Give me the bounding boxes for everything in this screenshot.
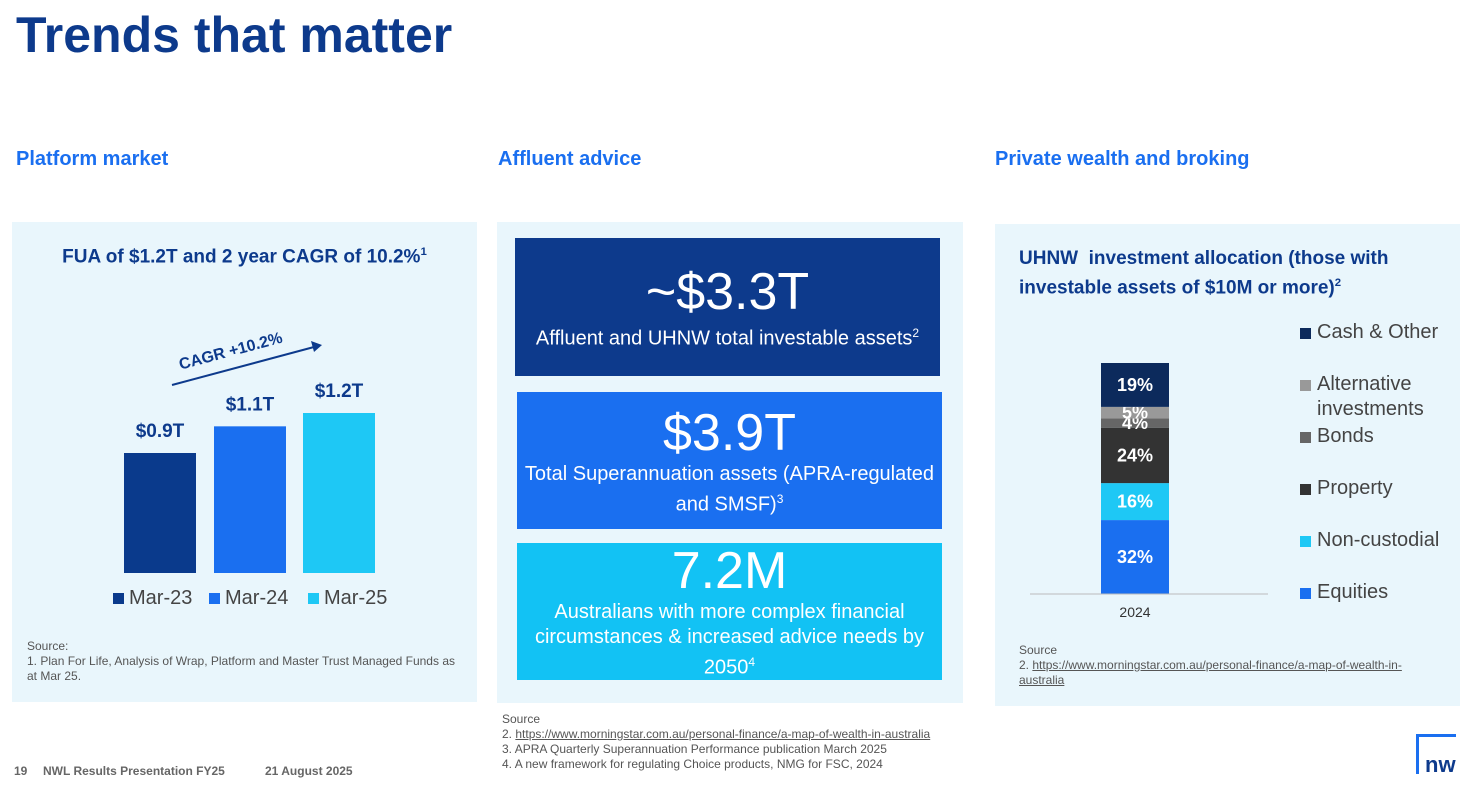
- bar-segment: [1101, 483, 1169, 521]
- logo-frame: [1416, 734, 1456, 774]
- data-label: 19%: [1117, 375, 1153, 395]
- legend-label: Property: [1317, 477, 1393, 499]
- legend-item: Non-custodial: [1300, 528, 1460, 553]
- data-label: 32%: [1117, 547, 1153, 567]
- footnote-ref: 2: [1334, 277, 1342, 289]
- footnote-ref: 4: [748, 655, 756, 670]
- source-num: 3.: [502, 742, 513, 756]
- stat-label: Australians with more complex financial …: [525, 600, 935, 681]
- arrow-head: [311, 341, 322, 352]
- source-label: Source: [502, 712, 541, 726]
- legend-swatch: [1300, 328, 1311, 339]
- section-heading: Private wealth and broking: [995, 148, 1250, 170]
- bar-segment: [1101, 363, 1169, 407]
- source-item: 2. https://www.morningstar.com.au/person…: [502, 727, 942, 742]
- legend-label: Mar-23: [129, 587, 192, 609]
- legend-item: Equities: [1300, 580, 1460, 605]
- legend-swatch: [1300, 432, 1311, 443]
- bar: [214, 426, 286, 573]
- stat-card: 7.2M Australians with more complex financ…: [517, 542, 942, 681]
- stat-card: $3.9T Total Superannuation assets (APRA-r…: [517, 392, 942, 529]
- source-item: 1. Plan For Life, Analysis of Wrap, Plat…: [27, 654, 457, 684]
- data-label: 16%: [1117, 492, 1153, 512]
- source-link[interactable]: https://www.morningstar.com.au/personal-…: [515, 727, 931, 741]
- legend-item: Property: [1300, 476, 1460, 501]
- bar-segment: [1101, 406, 1169, 419]
- footnote-ref: 2: [912, 325, 920, 340]
- stat-text: Affluent and UHNW total investable asset…: [535, 327, 913, 350]
- bar: [124, 453, 196, 573]
- legend-item: Alternative investments: [1300, 372, 1460, 422]
- stat-value: $3.9T: [663, 403, 796, 462]
- legend-swatch: [113, 593, 124, 604]
- source-num: 2.: [1019, 658, 1030, 672]
- stat-label: Affluent and UHNW total investable asset…: [523, 321, 933, 352]
- legend-swatch: [1300, 588, 1311, 599]
- chart-title: UHNW investment allocation (those with i…: [1019, 246, 1439, 300]
- bar-segment: [1101, 520, 1169, 594]
- stat-text: Australians with more complex financial …: [534, 601, 925, 679]
- bar: [303, 413, 375, 573]
- x-tick-label: 2024: [1119, 604, 1150, 620]
- source-link[interactable]: https://www.morningstar.com.au/personal-…: [1019, 658, 1402, 687]
- legend-label: Non-custodial: [1317, 529, 1440, 551]
- source-text: Plan For Life, Analysis of Wrap, Platfor…: [27, 654, 455, 683]
- data-label: 5%: [1122, 403, 1148, 423]
- stat-label: Total Superannuation assets (APRA-regula…: [525, 462, 935, 518]
- data-label: $1.1T: [226, 394, 275, 415]
- sources: Source 2. https://www.morningstar.com.au/…: [502, 712, 942, 772]
- source-num: 1.: [27, 654, 38, 668]
- title-text: UHNW investment allocation (those with i…: [1019, 248, 1394, 299]
- stat-value: ~$3.3T: [645, 262, 810, 321]
- chart-title: FUA of $1.2T and 2 year CAGR of 10.2%1: [12, 246, 477, 268]
- legend-label: Mar-25: [324, 587, 387, 609]
- source-item: 2. https://www.morningstar.com.au/person…: [1019, 658, 1419, 688]
- source-text: APRA Quarterly Superannuation Performanc…: [514, 742, 887, 756]
- footnote-ref: 1: [420, 246, 427, 258]
- data-label: $1.2T: [315, 381, 364, 402]
- stat-text: Total Superannuation assets (APRA-regula…: [524, 462, 935, 516]
- slide-title: Trends that matter: [16, 7, 453, 63]
- panel: [995, 224, 1460, 706]
- source-num: 2.: [502, 727, 513, 741]
- source-item: 4. A new framework for regulating Choice…: [502, 757, 942, 772]
- cagr-arrow: [171, 346, 315, 386]
- source-item: 3. APRA Quarterly Superannuation Perform…: [502, 742, 942, 757]
- source-text: A new framework for regulating Choice pr…: [514, 757, 883, 771]
- title-text: FUA of $1.2T and 2 year CAGR of 10.2%: [62, 246, 421, 268]
- data-label: $0.9T: [136, 421, 185, 442]
- legend-swatch: [1300, 484, 1311, 495]
- section-heading: Affluent advice: [498, 148, 642, 170]
- page-number: 19: [14, 764, 28, 778]
- legend-item: Bonds: [1300, 424, 1460, 449]
- footer-title: NWL Results Presentation FY25: [43, 764, 225, 778]
- legend-label: Bonds: [1317, 425, 1374, 447]
- bar-segment: [1101, 427, 1169, 484]
- stat-card: ~$3.3T Affluent and UHNW total investable…: [515, 238, 940, 376]
- source-label: Source: [1019, 643, 1058, 657]
- legend-swatch: [308, 593, 319, 604]
- annotation: CAGR +10.2%: [177, 330, 284, 374]
- legend-label: Alternative investments: [1317, 373, 1424, 420]
- data-label: 24%: [1117, 445, 1153, 465]
- legend-label: Equities: [1317, 581, 1389, 603]
- legend-label: Mar-24: [225, 587, 288, 609]
- sources: Source: 1. Plan For Life, Analysis of Wra…: [27, 639, 457, 684]
- sources: Source 2. https://www.morningstar.com.au/…: [1019, 643, 1419, 688]
- footnote-ref: 3: [776, 491, 784, 506]
- footer-date: 21 August 2025: [265, 764, 353, 778]
- legend-swatch: [1300, 380, 1311, 391]
- legend-swatch: [1300, 536, 1311, 547]
- legend-label: Cash & Other: [1317, 321, 1439, 343]
- source-label: Source:: [27, 639, 69, 653]
- stat-value: 7.2M: [671, 542, 788, 601]
- logo: nw: [1425, 752, 1456, 777]
- legend-swatch: [209, 593, 220, 604]
- bar-segment: [1101, 418, 1169, 428]
- section-heading: Platform market: [16, 148, 169, 170]
- source-num: 4.: [502, 757, 513, 771]
- legend-item: Cash & Other: [1300, 320, 1460, 345]
